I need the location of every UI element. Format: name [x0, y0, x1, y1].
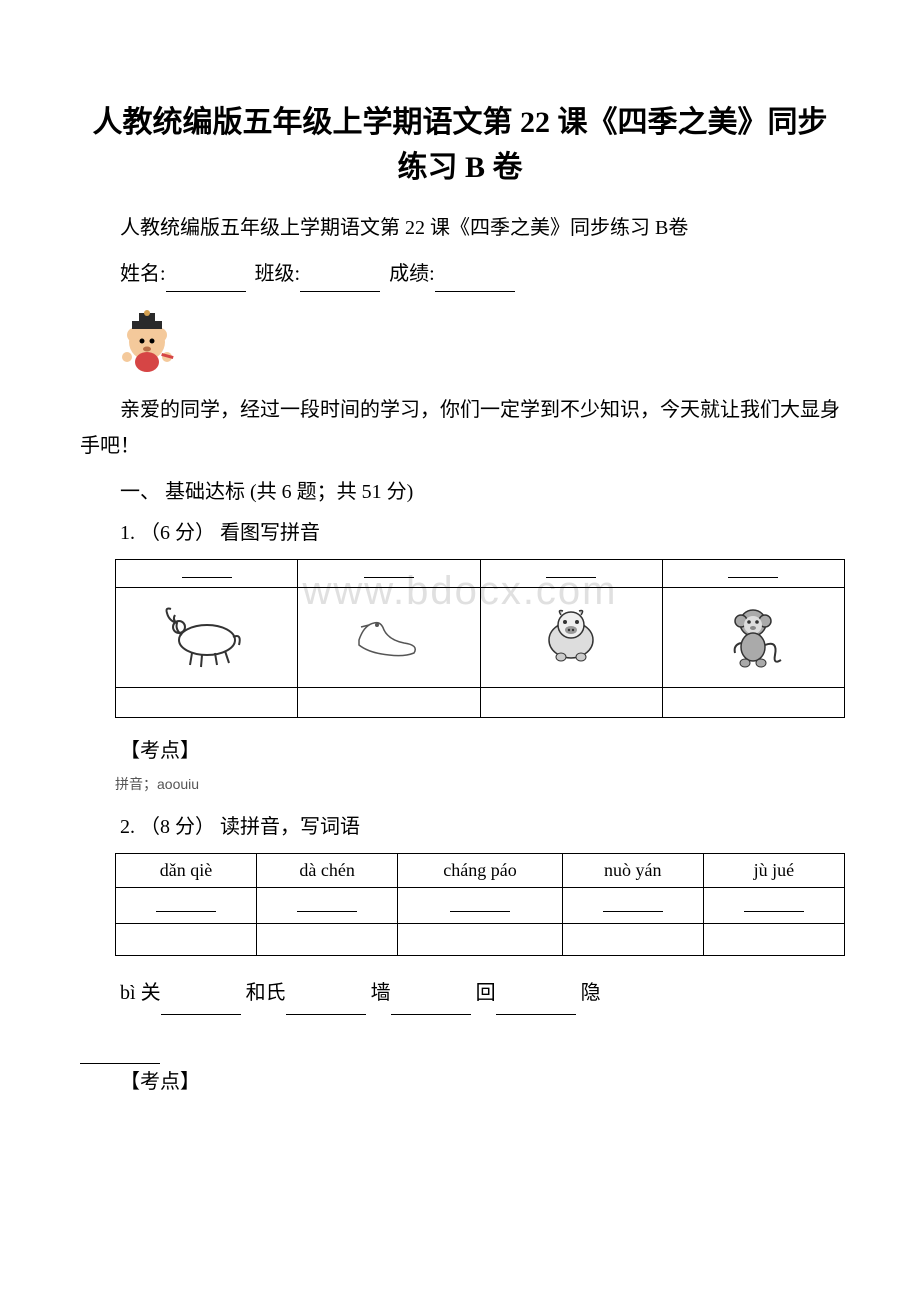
intro-text: 亲爱的同学，经过一段时间的学习，你们一定学到不少知识，今天就让我们大显身手吧！ — [80, 392, 840, 464]
score-label: 成绩: — [389, 263, 435, 285]
q1-blank-2[interactable] — [298, 560, 480, 588]
q2-pinyin-3: cháng páo — [398, 854, 563, 888]
q2-empty-4 — [562, 924, 703, 956]
q2-blank-5[interactable] — [703, 888, 844, 924]
q2-pinyin-1: dǎn qiè — [116, 854, 257, 888]
q1-empty-3 — [480, 688, 662, 718]
q2-pinyin-4: nuò yán — [562, 854, 703, 888]
q2-fill-item-1: 和氏 — [246, 982, 286, 1004]
q1-kaodian-content: 拼音；aoouiu — [115, 774, 840, 794]
q2-fill-blank-1[interactable] — [286, 991, 366, 1015]
q2-label: 2. （8 分） 读拼音，写词语 — [80, 809, 840, 845]
q2-kaodian-label: 【考点】 — [80, 1064, 840, 1100]
q1-img-goose — [298, 588, 480, 688]
q2-fill-blank-2[interactable] — [391, 991, 471, 1015]
q2-fill-item-2: 墙 — [371, 982, 391, 1004]
class-blank[interactable] — [300, 268, 380, 292]
q2-empty-3 — [398, 924, 563, 956]
q2-fill-blank-4[interactable] — [80, 1040, 160, 1064]
q1-blank-4[interactable] — [662, 560, 844, 588]
q2-empty-5 — [703, 924, 844, 956]
q2-pinyin-table: dǎn qiè dà chén cháng páo nuò yán jù jué — [115, 853, 845, 956]
mascot-icon — [112, 307, 840, 382]
subtitle: 人教统编版五年级上学期语文第 22 课《四季之美》同步练习 B卷 — [80, 210, 840, 246]
q1-image-table — [115, 559, 845, 718]
q2-blank-4[interactable] — [562, 888, 703, 924]
q1-empty-4 — [662, 688, 844, 718]
q1-label: 1. （6 分） 看图写拼音 — [80, 515, 840, 551]
q2-fill-blank-0[interactable] — [161, 991, 241, 1015]
q1-empty-2 — [298, 688, 480, 718]
q2-fill-line-cont — [80, 1020, 840, 1064]
q1-img-ox — [116, 588, 298, 688]
q2-fill-blank-3[interactable] — [496, 991, 576, 1015]
name-blank[interactable] — [166, 268, 246, 292]
q2-fill-prefix: bì — [120, 982, 136, 1004]
q2-fill-line: bì 关 和氏 墙 回 隐 — [80, 971, 840, 1015]
q2-blank-2[interactable] — [257, 888, 398, 924]
q1-kaodian-label: 【考点】 — [80, 733, 840, 769]
q2-fill-item-3: 回 — [476, 982, 496, 1004]
page-title: 人教统编版五年级上学期语文第 22 课《四季之美》同步练习 B 卷 — [80, 100, 840, 190]
name-line: 姓名: 班级: 成绩: — [80, 256, 840, 292]
q1-empty-1 — [116, 688, 298, 718]
q2-pinyin-2: dà chén — [257, 854, 398, 888]
q2-fill-item-4: 隐 — [581, 982, 601, 1004]
q2-empty-1 — [116, 924, 257, 956]
q1-blank-3[interactable] — [480, 560, 662, 588]
score-blank[interactable] — [435, 268, 515, 292]
q2-empty-2 — [257, 924, 398, 956]
q2-blank-1[interactable] — [116, 888, 257, 924]
q1-blank-1[interactable] — [116, 560, 298, 588]
q1-img-monkey — [662, 588, 844, 688]
name-label: 姓名: — [120, 263, 166, 285]
q2-blank-3[interactable] — [398, 888, 563, 924]
class-label: 班级: — [255, 263, 301, 285]
q2-pinyin-5: jù jué — [703, 854, 844, 888]
section1-header: 一、 基础达标 (共 6 题；共 51 分) — [80, 474, 840, 510]
q2-fill-item-0: 关 — [141, 982, 161, 1004]
q1-img-pig — [480, 588, 662, 688]
